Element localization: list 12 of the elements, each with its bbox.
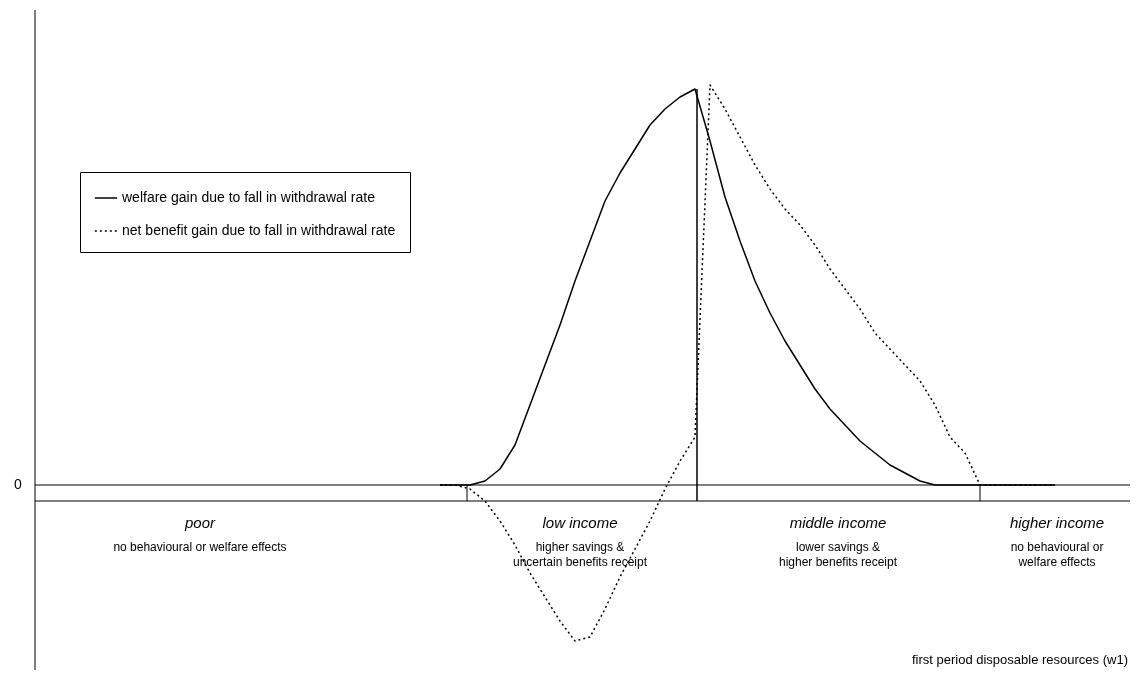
annotation: low income — [542, 514, 618, 531]
x-axis-title: first period disposable resources (w1) — [911, 652, 1128, 667]
legend-label: net benefit gain due to fall in withdrawal rate — [122, 222, 396, 238]
annotation: middle income — [789, 514, 887, 531]
annotation: higher savings & uncertain benefits receipt — [512, 540, 648, 569]
annotation: no behavioural or welfare effects — [1010, 540, 1104, 569]
text: no behavioural or welfare effects — [113, 540, 287, 554]
text: 0 — [14, 476, 23, 492]
text: poor — [183, 514, 217, 531]
annotation: lower savings & higher benefits receipt — [778, 540, 898, 569]
annotation: higher income — [1009, 514, 1105, 531]
legend-label: welfare gain due to fall in withdrawal rate — [121, 189, 376, 205]
